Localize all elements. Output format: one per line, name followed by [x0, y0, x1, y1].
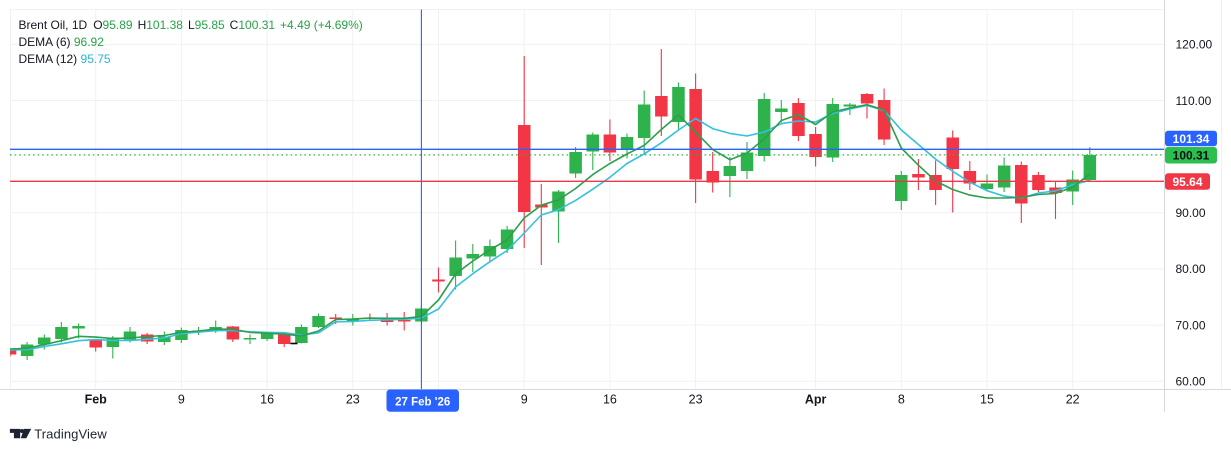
svg-text:110.00: 110.00 — [1176, 94, 1212, 108]
svg-text:16: 16 — [603, 393, 617, 407]
svg-text:8: 8 — [898, 393, 905, 407]
svg-text:23: 23 — [346, 393, 360, 407]
svg-text:9: 9 — [178, 393, 185, 407]
svg-text:15: 15 — [980, 393, 994, 407]
svg-text:101.34: 101.34 — [1173, 132, 1210, 146]
svg-text:DEMA (12) 95.75: DEMA (12) 95.75 — [19, 52, 111, 66]
svg-text:Apr: Apr — [805, 393, 827, 407]
svg-text:DEMA (6) 96.92: DEMA (6) 96.92 — [19, 35, 105, 49]
svg-text:23: 23 — [689, 393, 703, 407]
svg-text:70.00: 70.00 — [1176, 318, 1206, 332]
svg-text:120.00: 120.00 — [1176, 38, 1213, 52]
svg-text:22: 22 — [1066, 393, 1080, 407]
svg-text:95.64: 95.64 — [1172, 175, 1202, 189]
svg-text:80.00: 80.00 — [1176, 262, 1206, 276]
svg-text:TradingView: TradingView — [34, 426, 107, 441]
svg-text:16: 16 — [260, 393, 274, 407]
svg-text:90.00: 90.00 — [1176, 206, 1206, 220]
svg-text:27 Feb '26: 27 Feb '26 — [395, 396, 450, 408]
svg-text:Feb: Feb — [85, 393, 108, 407]
svg-text:9: 9 — [521, 393, 528, 407]
svg-text:100.31: 100.31 — [1173, 149, 1210, 163]
svg-text:60.00: 60.00 — [1176, 375, 1206, 389]
